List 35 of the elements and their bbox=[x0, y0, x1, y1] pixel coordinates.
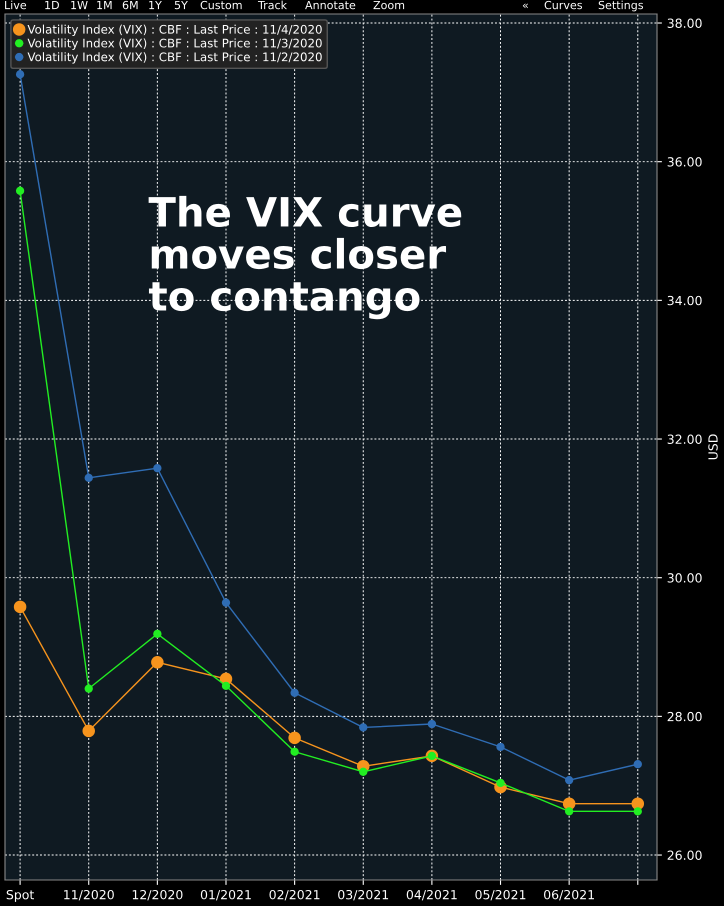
y-tick-label: 28.00 bbox=[668, 712, 702, 722]
y-tick-label: 36.00 bbox=[668, 157, 702, 167]
y-tick-label: 34.00 bbox=[668, 296, 702, 306]
legend-label: Volatility Index (VIX) : CBF : Last Price : 11/3/2020 bbox=[28, 38, 322, 50]
y-tick-label: 38.00 bbox=[668, 18, 702, 28]
x-tick-label: 11/2020 bbox=[64, 890, 114, 900]
x-tick-label: 05/2021 bbox=[475, 890, 526, 900]
text: 1Y bbox=[149, 0, 162, 10]
text: Live bbox=[5, 0, 26, 10]
text: Annotate bbox=[305, 0, 356, 10]
text: « bbox=[522, 3, 528, 8]
text: Settings bbox=[598, 0, 644, 12]
text: 1D bbox=[45, 0, 59, 10]
x-tick-label: 12/2020 bbox=[132, 890, 182, 900]
text: 1W bbox=[71, 0, 88, 10]
text: Track bbox=[258, 0, 288, 10]
y-axis-title: USD bbox=[708, 434, 718, 460]
legend-label: Volatility Index (VIX) : CBF : Last Price : 11/2/2020 bbox=[28, 52, 322, 64]
text: Curves bbox=[544, 0, 582, 10]
y-tick-label: 32.00 bbox=[668, 434, 702, 444]
x-tick-label: 03/2021 bbox=[338, 890, 388, 900]
text: Zoom bbox=[374, 0, 404, 10]
x-tick-label: 04/2021 bbox=[406, 890, 457, 900]
x-tick-label: Spot bbox=[6, 890, 34, 902]
y-tick-label: 26.00 bbox=[668, 850, 702, 860]
text: 1M bbox=[97, 0, 112, 10]
legend-label: Volatility Index (VIX) : CBF : Last Price : 11/4/2020 bbox=[28, 24, 322, 36]
x-tick-label: 01/2021 bbox=[200, 890, 251, 900]
text: 5Y bbox=[174, 0, 188, 10]
y-tick-label: 30.00 bbox=[668, 573, 702, 583]
x-tick-label: 06/2021 bbox=[544, 890, 594, 900]
text: Custom bbox=[200, 0, 242, 10]
annotation: The VIX curve moves closer to contango bbox=[148, 196, 462, 320]
text: 6M bbox=[122, 0, 138, 10]
x-tick-label: 02/2021 bbox=[269, 890, 320, 900]
